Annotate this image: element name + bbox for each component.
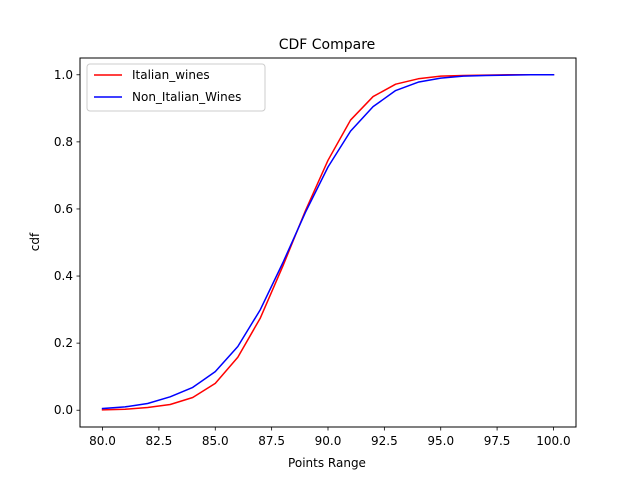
x-tick-label-6: 95.0 <box>427 434 454 448</box>
y-tick-label-2: 0.4 <box>54 269 73 283</box>
x-tick-label-2: 85.0 <box>202 434 229 448</box>
legend: Italian_wines Non_Italian_Wines <box>86 63 266 112</box>
x-tick-label-4: 90.0 <box>315 434 342 448</box>
x-tick-label-1: 82.5 <box>146 434 173 448</box>
x-tick-label-5: 92.5 <box>371 434 398 448</box>
legend-label-0: Italian_wines <box>132 68 210 82</box>
series-line-1 <box>101 74 555 410</box>
x-tick-label-0: 80.0 <box>89 434 116 448</box>
y-tick-label-5: 1.0 <box>54 68 73 82</box>
legend-label-1: Non_Italian_Wines <box>132 90 241 104</box>
y-tick-label-1: 0.2 <box>54 336 73 350</box>
chart-title: CDF Compare <box>279 37 376 53</box>
x-tick-label-3: 87.5 <box>258 434 285 448</box>
y-tick-label-0: 0.0 <box>54 403 73 417</box>
y-tick-label-3: 0.6 <box>54 202 73 216</box>
x-tick-label-7: 97.5 <box>484 434 511 448</box>
series-layer <box>101 74 555 411</box>
y-axis-label: cdf <box>28 232 42 251</box>
x-tick-label-8: 100.0 <box>536 434 570 448</box>
x-axis-label: Points Range <box>288 456 366 470</box>
y-axis: 0.0 0.2 0.4 0.6 0.8 1.0 <box>54 68 80 417</box>
y-tick-label-4: 0.8 <box>54 135 73 149</box>
x-axis: 80.0 82.5 85.0 87.5 90.0 92.5 95.0 97.5 100.0 <box>89 427 571 448</box>
legend-box <box>86 63 266 112</box>
